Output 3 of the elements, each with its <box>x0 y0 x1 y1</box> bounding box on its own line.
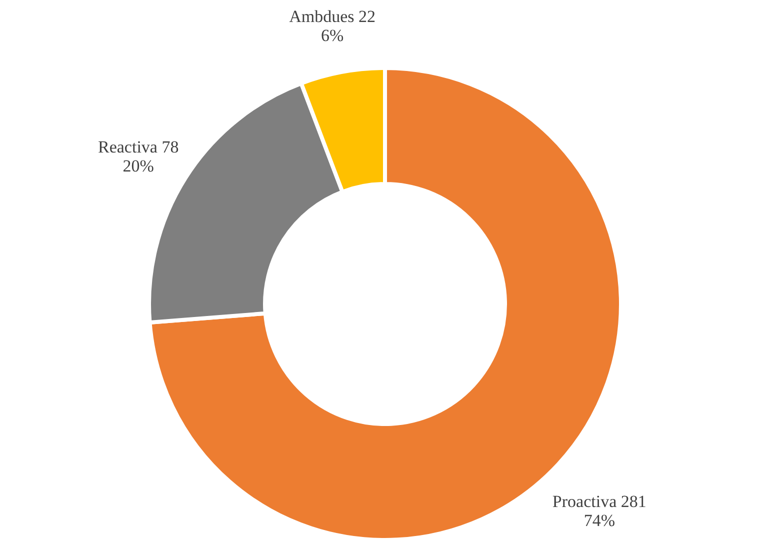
slice-label: Proactiva 281 74% <box>552 492 646 530</box>
slice-label: Ambdues 22 6% <box>289 6 376 45</box>
slice-label: Reactiva 78 20% <box>98 138 179 176</box>
